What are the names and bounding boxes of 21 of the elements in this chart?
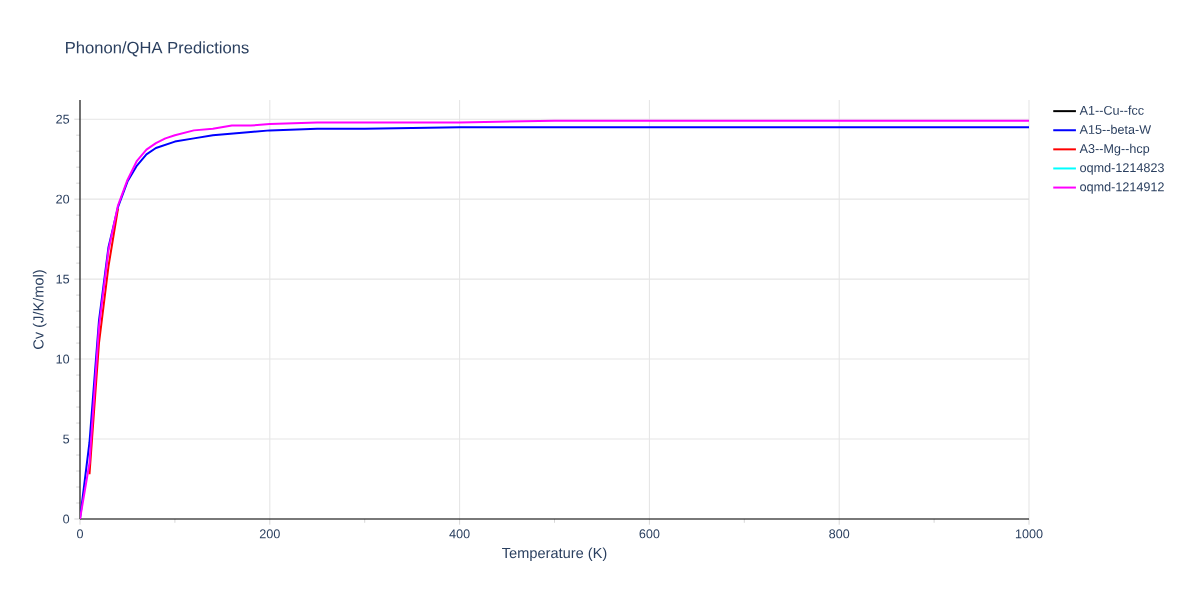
y-tick-label: 20 (56, 194, 70, 204)
y-tick-label: 0 (63, 514, 70, 524)
legend-label: A3--Mg--hcp (1079, 143, 1150, 156)
y-axis-title: Cv (J/K/mol) (32, 270, 47, 349)
x-axis-title: Temperature (K) (502, 547, 607, 562)
x-tick-label: 200 (259, 529, 280, 539)
y-tick-label: 5 (63, 434, 70, 444)
legend-label: oqmd-1214912 (1080, 181, 1164, 194)
y-tick-label: 10 (56, 354, 70, 364)
line-series (88, 207, 119, 476)
x-tick-label: 400 (449, 529, 470, 539)
legend-label: oqmd-1214823 (1080, 162, 1164, 175)
legend-label: A15--beta-W (1079, 124, 1152, 134)
legend-label: A1--Cu--fcc (1079, 105, 1144, 115)
x-tick-label: 0 (76, 529, 84, 539)
chart-title: Phonon/QHA Predictions (66, 41, 249, 57)
y-tick-label: 15 (56, 274, 70, 284)
x-tick-label: 800 (829, 529, 850, 539)
y-tick-label: 25 (56, 114, 70, 124)
x-tick-label: 600 (639, 529, 660, 539)
x-tick-label: 1000 (1015, 529, 1043, 539)
